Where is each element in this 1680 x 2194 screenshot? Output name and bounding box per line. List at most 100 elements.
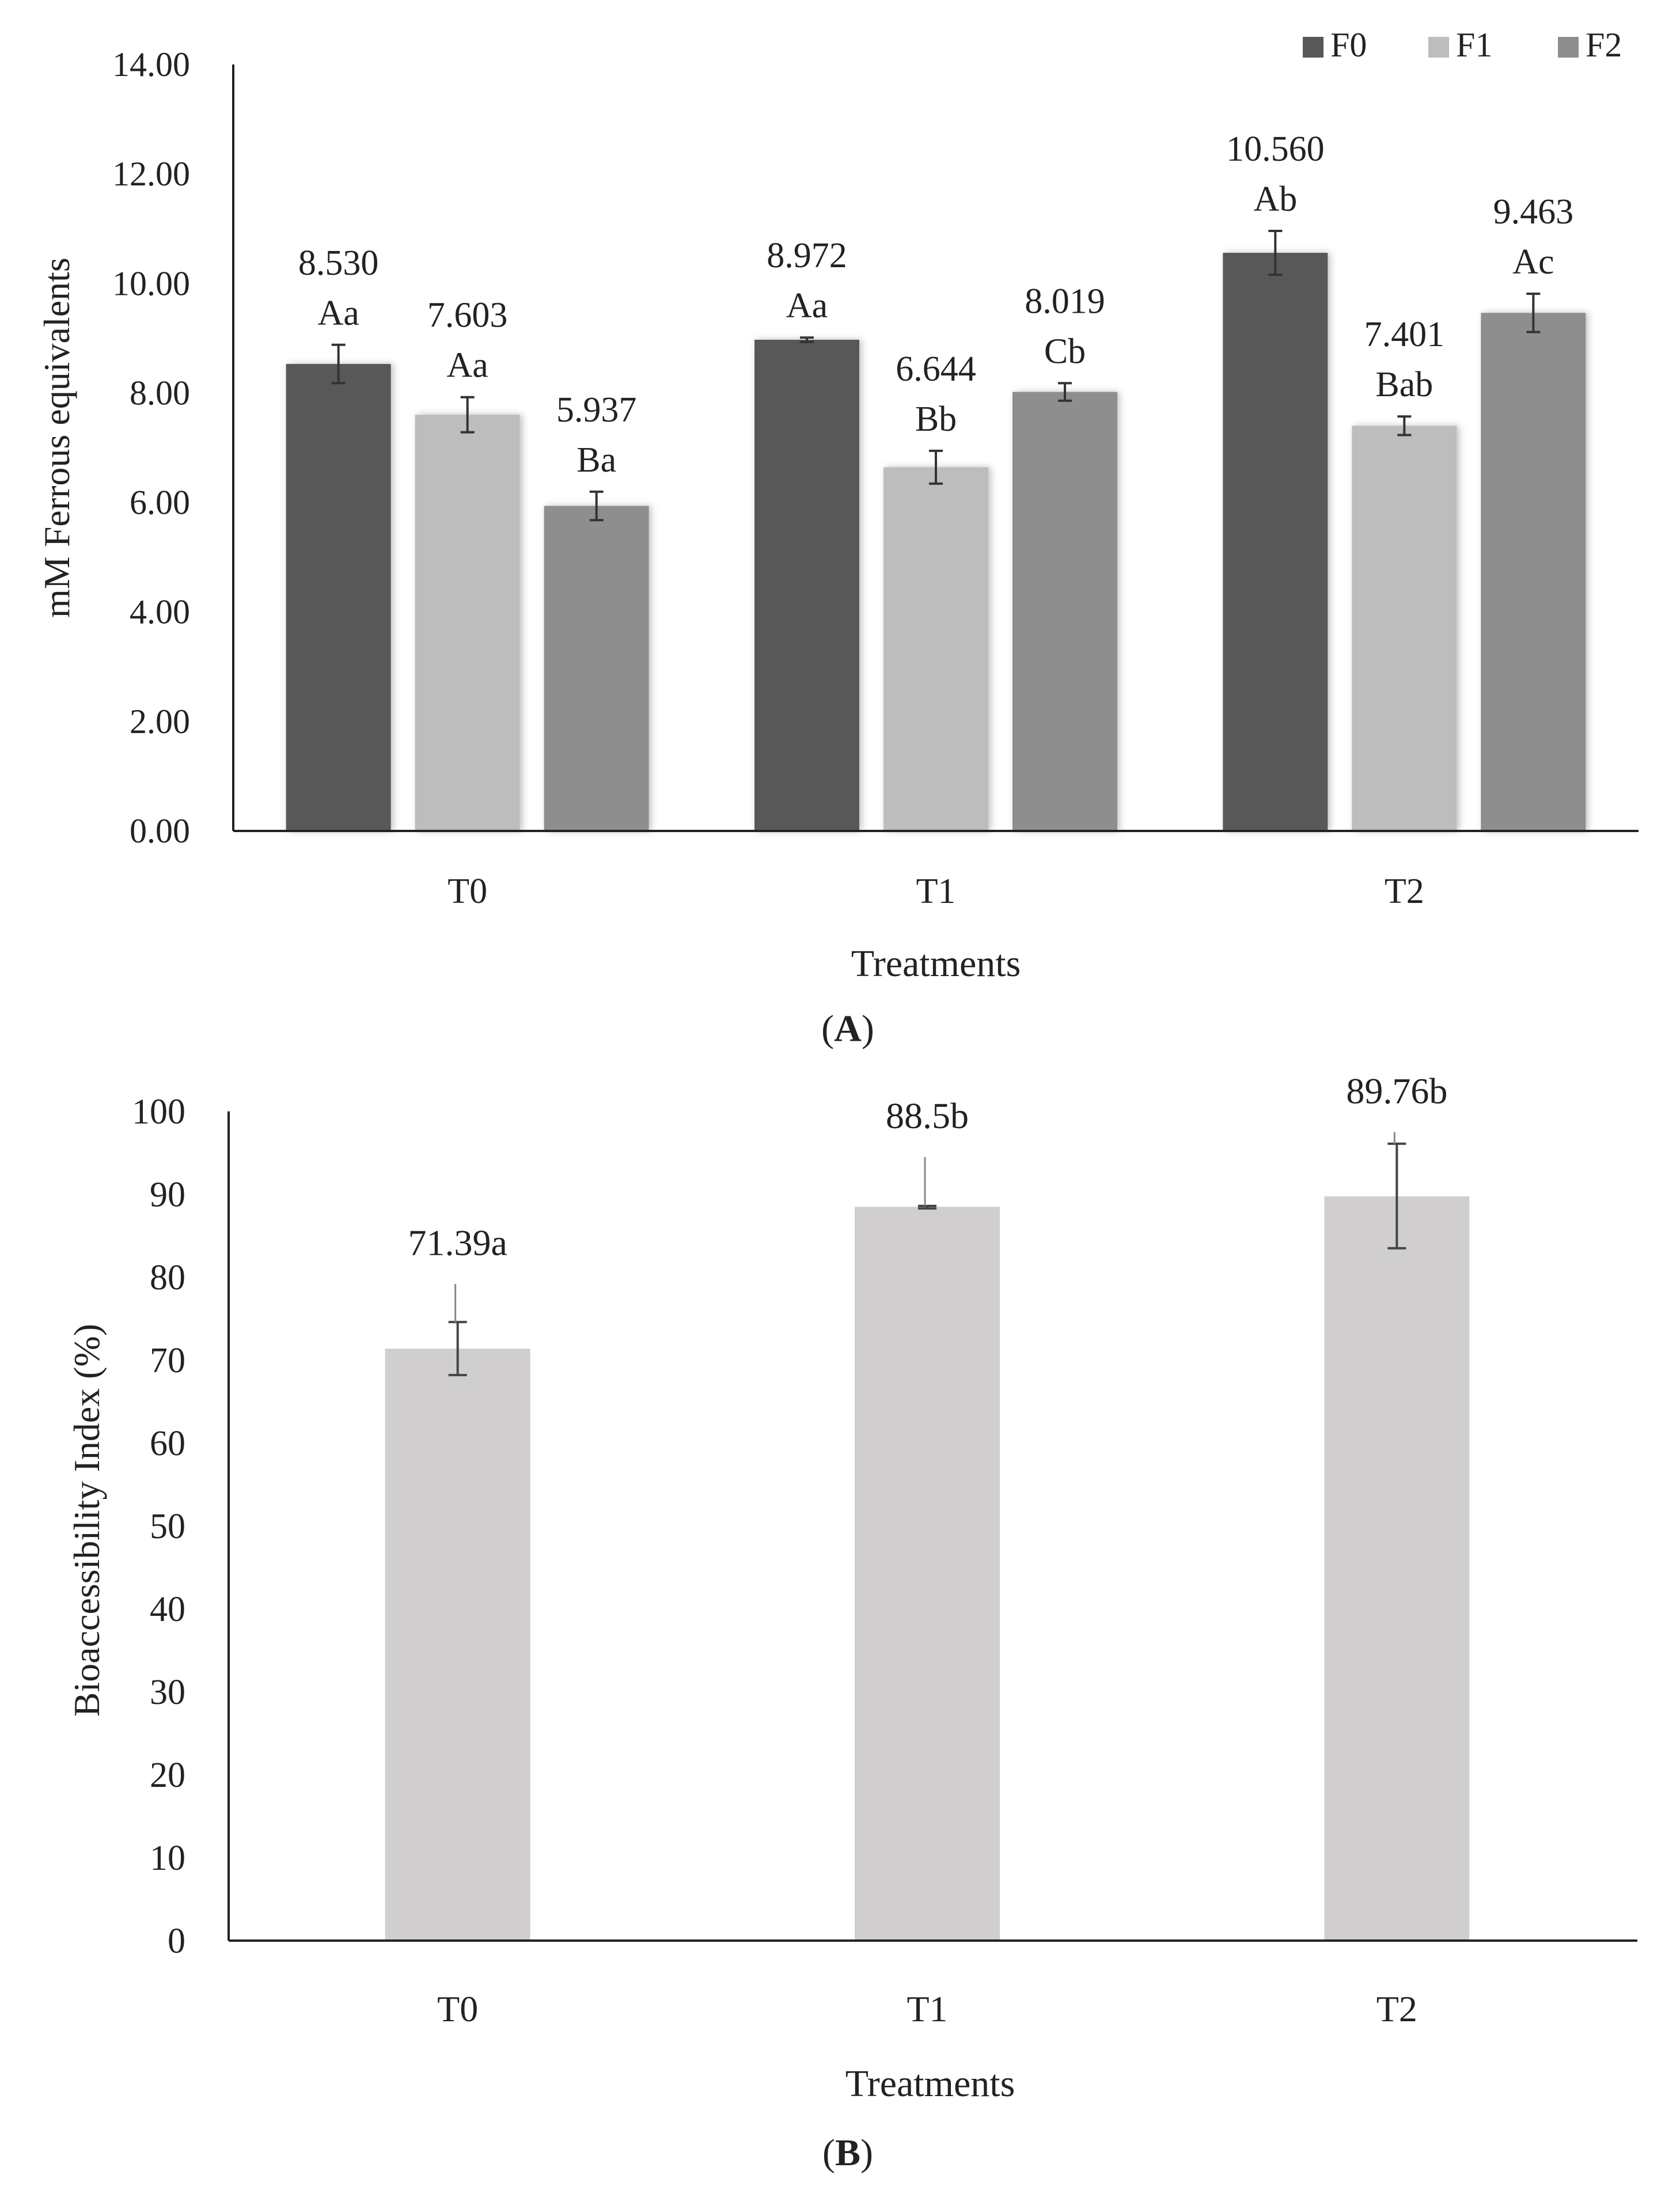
- value-label-t1: 88.5b: [886, 1095, 969, 1136]
- value-label-f1-t1: 6.644: [896, 350, 976, 389]
- value-label-f2-t1: 8.019: [1025, 282, 1105, 321]
- legend-item-f1: F1: [1428, 26, 1492, 64]
- bar-f0-t2: [1223, 253, 1328, 831]
- y-tick-label: 100: [132, 1092, 185, 1132]
- y-tick-label: 10: [150, 1839, 185, 1878]
- error-bar-f2-t0: [589, 490, 604, 522]
- error-bar-f2-t1: [1058, 382, 1072, 402]
- panel-a-bars: [286, 253, 1586, 831]
- panel-a-y-axis-title: mM Ferrous equivalents: [36, 257, 77, 618]
- y-tick-label: 12.00: [112, 155, 190, 193]
- panel-a-y-tick-labels: 0.00 2.00 4.00 6.00 8.00 10.00 12.00 14.00: [112, 45, 190, 850]
- value-label-f1-t2: 7.401: [1364, 315, 1445, 354]
- y-tick-label: 70: [150, 1341, 185, 1380]
- legend-item-f2: F2: [1558, 26, 1622, 64]
- bar-f1-t1: [883, 467, 988, 831]
- legend-swatch-f0: [1303, 37, 1323, 58]
- value-label-f2-t0: 5.937: [556, 390, 637, 430]
- panel-a-x-axis-title: Treatments: [851, 943, 1021, 985]
- bar-f2-t2: [1481, 313, 1586, 831]
- panel-a: F0 F1 F2 0.00 2.00 4.00 6.00 8.00 10.00 12.00 1…: [36, 26, 1639, 1050]
- y-tick-label: 4.00: [130, 593, 190, 631]
- panel-b-value-labels: 71.39a 88.5b 89.76b: [408, 1071, 1447, 1263]
- panel-a-legend: F0 F1 F2: [1303, 26, 1622, 64]
- y-tick-label: 90: [150, 1175, 185, 1214]
- y-tick-label: 0.00: [130, 812, 190, 850]
- y-tick-label: 30: [150, 1673, 185, 1712]
- error-bar-f0-t0: [331, 343, 346, 385]
- panel-b-error-bars: [448, 1132, 1406, 1376]
- bar-f1-t2: [1352, 426, 1457, 831]
- y-tick-label: 2.00: [130, 703, 190, 741]
- significance-label-f1-t0: Aa: [447, 346, 488, 385]
- panel-b-caption: (B): [822, 2132, 873, 2174]
- error-bar-f0-t2: [1268, 230, 1283, 276]
- panel-b-y-axis-title: Bioaccessibility Index (%): [66, 1324, 107, 1717]
- significance-label-f0-t1: Aa: [786, 286, 828, 325]
- y-tick-label: 10.00: [112, 264, 190, 302]
- value-label-f2-t2: 9.463: [1493, 192, 1574, 231]
- bar-t1: [855, 1206, 1000, 1941]
- bar-f2-t1: [1012, 392, 1117, 831]
- significance-label-f2-t0: Ba: [577, 441, 616, 480]
- panel-b-y-tick-labels: 0 10 20 30 40 50 60 70 80 90 100: [132, 1092, 185, 1961]
- panel-b-caption-letter: B: [835, 2132, 860, 2174]
- error-bar-t2: [1387, 1132, 1406, 1250]
- panel-a-caption: (A): [821, 1008, 874, 1050]
- value-label-t0: 71.39a: [408, 1223, 507, 1263]
- legend-swatch-f1: [1428, 37, 1449, 58]
- panel-b: 0 10 20 30 40 50 60 70 80 90 100 71.39a 88.5b 89.76b…: [66, 1071, 1637, 2174]
- panel-b-bars: [385, 1196, 1470, 1941]
- bar-f0-t1: [754, 340, 859, 831]
- y-tick-label: 50: [150, 1507, 185, 1546]
- legend-label-f1: F1: [1456, 26, 1492, 64]
- panel-b-x-axis-title: Treatments: [845, 2063, 1015, 2105]
- x-tick-label-t1: T1: [907, 1988, 947, 2029]
- y-tick-label: 8.00: [130, 374, 190, 412]
- bar-f0-t0: [286, 364, 391, 831]
- value-label-f0-t1: 8.972: [767, 236, 847, 275]
- value-label-f0-t2: 10.560: [1226, 130, 1325, 169]
- y-tick-label: 60: [150, 1424, 185, 1463]
- panel-a-error-bars: [331, 230, 1541, 522]
- panel-a-value-labels: Aa 8.530 Aa 7.603 Ba 5.937 Aa 8.972 Bb 6.644 Cb 8.0…: [298, 130, 1573, 480]
- bar-t0: [385, 1348, 530, 1941]
- significance-label-f1-t1: Bb: [915, 400, 957, 439]
- error-bar-t1: [918, 1157, 936, 1210]
- bar-f2-t0: [544, 506, 649, 831]
- error-bar-f1-t1: [929, 449, 943, 485]
- panel-b-x-tick-labels: T0 T1 T2: [437, 1988, 1417, 2029]
- legend-label-f0: F0: [1330, 26, 1367, 64]
- y-tick-label: 20: [150, 1756, 185, 1795]
- legend-item-f0: F0: [1303, 26, 1367, 64]
- bar-t2: [1324, 1196, 1470, 1941]
- significance-label-f0-t0: Aa: [318, 294, 359, 333]
- value-label-f1-t0: 7.603: [427, 296, 508, 335]
- error-bar-f2-t2: [1526, 293, 1541, 333]
- error-bar-f0-t1: [800, 336, 814, 343]
- value-label-f0-t0: 8.530: [298, 244, 379, 283]
- error-bar-t0: [448, 1284, 467, 1376]
- x-tick-label-t0: T0: [448, 872, 487, 911]
- significance-label-f2-t1: Cb: [1044, 332, 1086, 371]
- x-tick-label-t1: T1: [916, 872, 956, 911]
- y-tick-label: 40: [150, 1590, 185, 1629]
- error-bar-f1-t2: [1397, 415, 1412, 436]
- legend-label-f2: F2: [1586, 26, 1622, 64]
- x-tick-label-t0: T0: [437, 1988, 478, 2029]
- value-label-t2: 89.76b: [1346, 1071, 1447, 1111]
- y-tick-label: 0: [168, 1922, 185, 1961]
- error-bar-f1-t0: [460, 396, 475, 434]
- bar-f1-t0: [415, 415, 520, 831]
- y-tick-label: 6.00: [130, 484, 190, 522]
- y-tick-label: 14.00: [112, 45, 190, 83]
- significance-label-f2-t2: Ac: [1512, 242, 1554, 282]
- panel-a-caption-letter: A: [834, 1008, 862, 1050]
- panel-a-x-tick-labels: T0 T1 T2: [448, 872, 1424, 911]
- x-tick-label-t2: T2: [1376, 1988, 1417, 2029]
- significance-label-f1-t2: Bab: [1375, 365, 1433, 404]
- significance-label-f0-t2: Ab: [1253, 180, 1297, 219]
- y-tick-label: 80: [150, 1258, 185, 1297]
- x-tick-label-t2: T2: [1385, 872, 1424, 911]
